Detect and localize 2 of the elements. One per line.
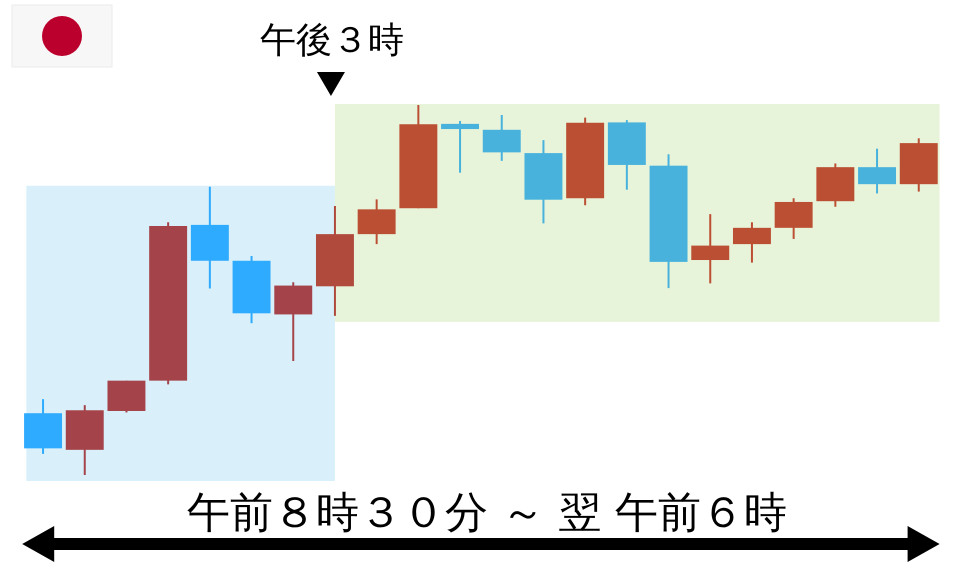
- annotation: 午後３時: [260, 20, 404, 61]
- annotation: 午前８時３０分 ～ 翌 午前６時: [187, 488, 787, 538]
